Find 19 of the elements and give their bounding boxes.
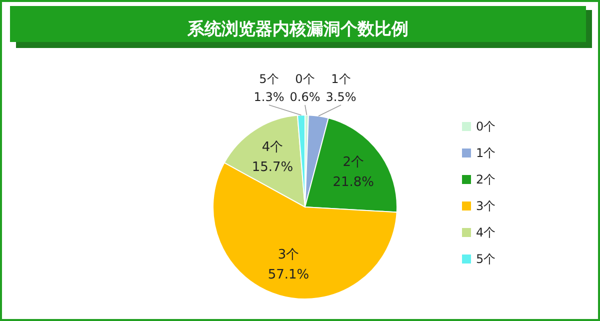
legend-label: 5个: [476, 252, 496, 266]
legend-label: 1个: [476, 146, 496, 160]
data-label: 21.8%: [332, 174, 374, 190]
legend-label: 2个: [476, 172, 496, 186]
slice-label: 0个: [295, 72, 315, 86]
data-label: 15.7%: [252, 160, 294, 175]
slice-label: 5个: [259, 72, 279, 86]
slice-label: 4个: [262, 140, 284, 155]
slice-label: 1个: [331, 72, 351, 86]
slice-label: 3个: [278, 247, 300, 262]
legend-label: 4个: [476, 225, 496, 240]
data-label: 0.6%: [290, 90, 320, 104]
slice-label: 2个: [342, 154, 364, 170]
legend-label: 0个: [476, 119, 496, 134]
data-label: 57.1%: [268, 267, 310, 282]
legend-label: 3个: [476, 198, 496, 213]
data-label: 1.3%: [254, 90, 284, 104]
data-label: 3.5%: [326, 90, 356, 104]
chart-title: 系统浏览器内核漏洞个数比例: [186, 20, 408, 40]
